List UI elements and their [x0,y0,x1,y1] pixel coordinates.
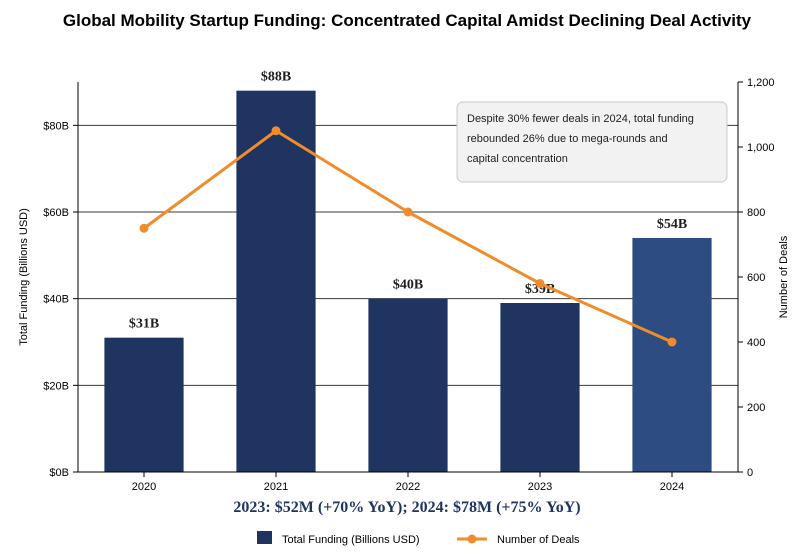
chart-subtitle: 2023: $52M (+70% YoY); 2024: $78M (+75% … [233,499,580,516]
annotation-line-3: capital concentration [467,153,568,165]
legend-swatch-funding [257,531,272,544]
bars [104,90,712,473]
deals-point-2020 [139,223,149,233]
legend-label-funding: Total Funding (Billions USD) [282,534,420,546]
x-tick-label-2022: 2022 [396,481,420,493]
y-tick-label-60: $60B [43,207,69,219]
x-tick-label-2024: 2024 [660,481,684,493]
bar-label-2020: $31B [129,317,159,332]
x-tick-label-2021: 2021 [264,481,288,493]
deals-line [139,126,677,347]
y2-tick-label-1200: 1,200 [747,77,775,89]
bar-2020 [104,337,184,472]
chart-title: Global Mobility Startup Funding: Concent… [63,11,752,30]
axes: $0B $20B $40B $60B $80B 0 200 400 600 800 1,000 1,2… [43,77,774,493]
x-tick-label-2023: 2023 [528,481,552,493]
bar-label-2024: $54B [657,217,687,232]
annotation-line-2: rebounded 26% due to mega-rounds and [467,133,668,145]
y-tick-label-40: $40B [43,294,69,306]
y2-tick-label-200: 200 [747,402,765,414]
legend-marker-deals [467,534,477,544]
bar-2024 [632,238,712,472]
legend-label-deals: Number of Deals [497,534,580,546]
bar-2023 [500,303,580,472]
annotation-line-1: Despite 30% fewer deals in 2024, total f… [467,113,694,125]
x-tick-label-2020: 2020 [132,481,156,493]
y-tick-label-80: $80B [43,120,69,132]
y-tick-label-20: $20B [43,380,69,392]
y2-tick-label-400: 400 [747,337,765,349]
deals-point-2022 [403,207,413,217]
y2-tick-label-800: 800 [747,207,765,219]
bar-label-2021: $88B [261,70,291,85]
bar-2022 [368,298,448,472]
deals-point-2023 [535,279,545,288]
y2-tick-label-600: 600 [747,272,765,284]
legend: Total Funding (Billions USD) Number of De… [257,531,580,546]
annotation: Despite 30% fewer deals in 2024, total f… [456,101,728,183]
y2-axis-label: Number of Deals [778,235,790,318]
deals-point-2024 [667,337,677,347]
bar-2021 [236,90,316,473]
y2-tick-label-1000: 1,000 [747,142,775,154]
y-axis-label: Total Funding (Billions USD) [18,208,30,346]
deals-point-2021 [271,126,281,136]
y-tick-label-0: $0B [49,467,69,479]
y2-tick-label-0: 0 [747,467,753,479]
annotation-box [456,101,728,183]
bar-label-2022: $40B [393,278,423,293]
